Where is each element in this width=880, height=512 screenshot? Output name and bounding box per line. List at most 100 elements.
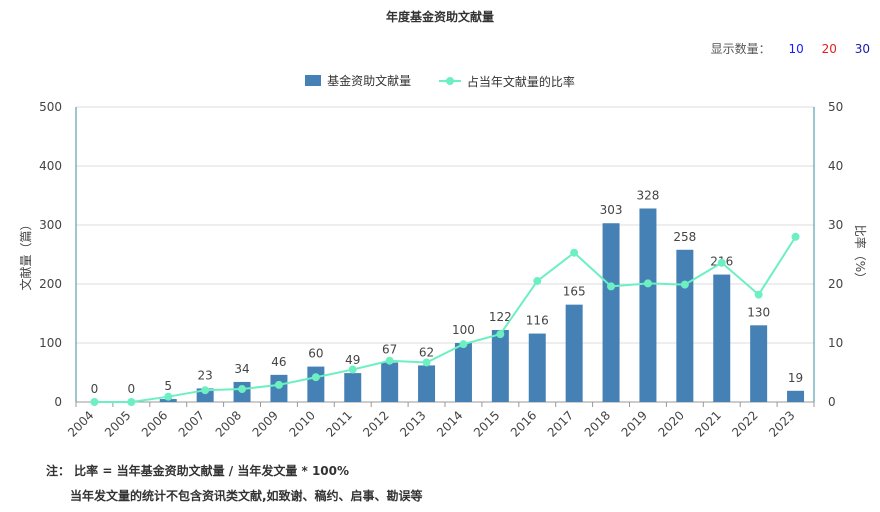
bar-value-label: 23 [198,368,213,382]
y2-tick-label: 20 [828,277,843,291]
bar [565,304,583,402]
ratio-line [94,236,797,403]
bar [344,373,362,402]
bar [418,365,436,402]
ratio-point [90,398,99,406]
ratio-point [422,358,431,367]
bar [676,249,694,402]
x-tick-label: 2005 [102,408,133,439]
ratio-point [201,386,210,395]
bar [750,325,768,402]
x-tick-label: 2007 [176,408,207,439]
x-tick-label: 2014 [434,408,465,439]
bar-value-label: 62 [419,345,434,359]
x-tick-label: 2019 [619,408,650,439]
legend-bar-label: 基金资助文献量 [327,74,412,88]
bar-value-label: 328 [636,188,659,202]
y-tick-label: 500 [39,100,62,114]
ratio-point [496,330,505,339]
legend-line-label: 占当年文献量的比率 [466,74,575,89]
y2-axis-title: 比率（%） [853,225,868,284]
bar-value-label: 34 [234,362,249,376]
ratio-point [459,340,468,349]
ratio-point [570,248,579,257]
x-tick-label: 2011 [323,408,354,439]
bar-value-label: 49 [345,353,360,367]
display-count-label: 显示数量： [710,42,771,56]
ratio-point [607,282,616,291]
y2-tick-label: 30 [828,218,843,232]
ratio-point [274,380,283,389]
legend-bar-swatch [305,75,322,86]
ratio-point [754,290,763,299]
y-tick-label: 300 [39,218,62,232]
legend-line-swatch [438,76,461,86]
x-tick-label: 2022 [729,408,760,439]
chart-title: 年度基金资助文献量 [385,10,494,24]
display-count-20-link[interactable]: 20 [821,42,837,56]
bar-value-label: 258 [673,230,696,244]
bar-value-label: 303 [600,203,623,217]
bar [491,330,509,402]
x-tick-label: 2018 [582,408,613,439]
x-tick-label: 2009 [250,408,281,439]
x-tick-label: 2015 [471,408,502,439]
x-tick-label: 2021 [692,408,723,439]
legend-item-bar[interactable]: 基金资助文献量 [305,72,411,89]
bar-value-label: 116 [526,314,549,328]
ratio-point [385,356,394,365]
bar-value-label: 122 [489,310,512,324]
ratio-point [791,232,800,241]
bar-value-label: 46 [271,355,286,369]
y-tick-label: 400 [39,159,62,173]
bar-value-label: 100 [452,323,475,337]
x-tick-label: 2010 [286,408,317,439]
ratio-point [533,277,542,286]
bar [454,343,472,402]
ratio-point [348,365,357,374]
x-tick-label: 2013 [397,408,428,439]
chart-legend: 基金资助文献量 占当年文献量的比率 [0,72,880,90]
ratio-point [680,280,689,289]
x-tick-label: 2020 [655,408,686,439]
ratio-point [127,398,136,406]
bar-value-label: 130 [747,305,770,319]
bar-value-label: 67 [382,342,397,356]
x-tick-label: 2006 [139,408,170,439]
bar [602,223,620,402]
y-axis-title: 文献量（篇） [18,218,33,290]
legend-item-line[interactable]: 占当年文献量的比率 [438,73,575,90]
bar-value-label: 0 [91,382,99,396]
y2-tick-label: 50 [828,100,843,114]
ratio-point [238,385,247,394]
ratio-point [164,392,173,401]
display-count-30-link[interactable]: 30 [854,42,870,56]
bar-value-label: 5 [164,379,172,393]
y2-tick-label: 10 [828,336,843,350]
bar [639,208,657,402]
bar-value-label: 60 [308,347,323,361]
display-count-10-link[interactable]: 10 [788,42,804,56]
y-tick-label: 100 [39,336,62,350]
y2-tick-label: 40 [828,159,843,173]
x-tick-label: 2017 [545,408,576,439]
x-tick-label: 2012 [360,408,391,439]
bar [307,366,325,402]
y2-tick-label: 0 [828,395,836,409]
note-line-1: 注： 比率 = 当年基金资助文献量 / 当年发文量 * 100% [46,464,350,478]
x-tick-label: 2008 [213,408,244,439]
y-tick-label: 200 [39,277,62,291]
bar [787,390,805,402]
bar [381,362,399,402]
note-line-2: 当年发文量的统计不包含资讯类文献,如致谢、稿约、启事、勘误等 [70,489,423,503]
bar-value-label: 0 [128,382,136,396]
x-tick-label: 2004 [65,408,96,439]
ratio-point [717,258,726,267]
ratio-point [643,279,652,288]
x-tick-label: 2023 [766,408,797,439]
bar [528,333,546,402]
bar-value-label: 165 [563,285,586,299]
bar [713,274,731,402]
display-count-selector: 显示数量： 10 20 30 [711,40,870,57]
